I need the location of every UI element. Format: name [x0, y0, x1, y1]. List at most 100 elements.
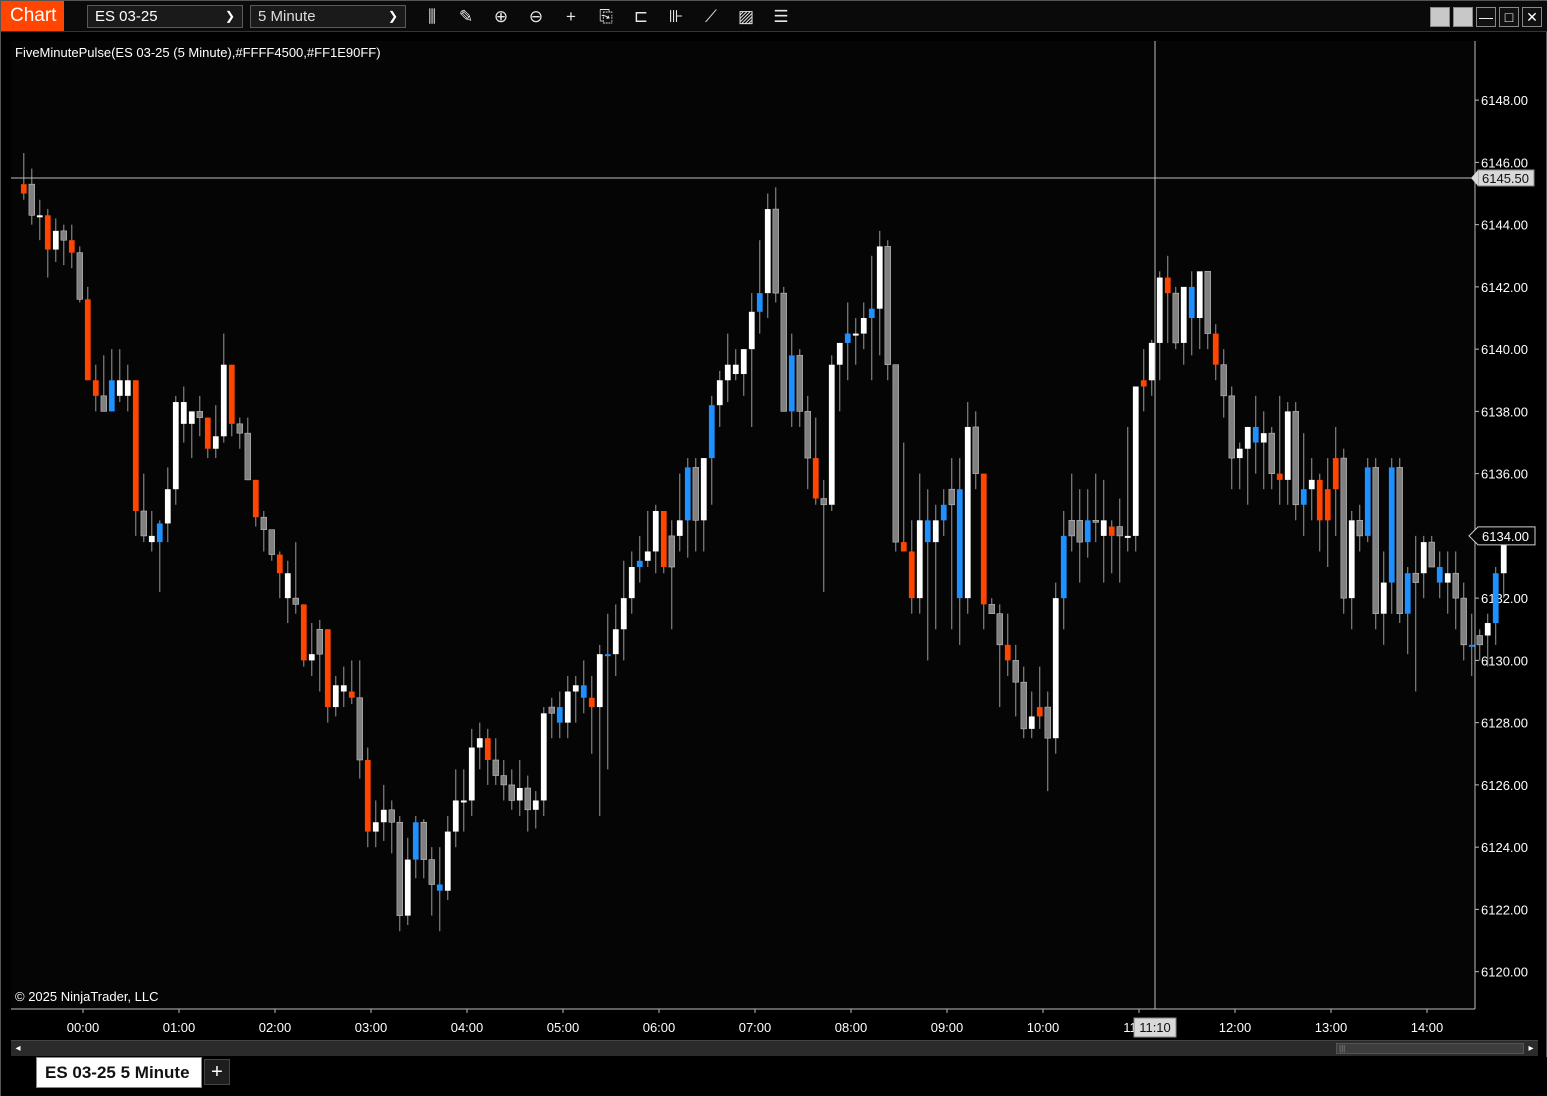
add-tab-button[interactable]: + [204, 1059, 230, 1085]
candle-body [36, 215, 43, 218]
candle-body [1348, 520, 1355, 599]
candle-body [884, 246, 891, 366]
candle-body [188, 411, 195, 424]
candle-body [1468, 644, 1475, 647]
candle-body [1132, 386, 1139, 536]
candle-body [388, 809, 395, 823]
tile-right-icon[interactable] [1453, 7, 1473, 27]
candle-body [124, 380, 131, 396]
horizontal-scrollbar[interactable]: ◂ ||| ▸ [11, 1040, 1538, 1056]
candle-body [412, 822, 419, 860]
templates-icon[interactable]: ▨ [737, 7, 755, 26]
candle-body [636, 560, 643, 568]
interval-selector[interactable]: 5 Minute ❯ [250, 5, 406, 28]
candle-body [1036, 707, 1043, 717]
tile-left-icon[interactable] [1430, 7, 1450, 27]
crosshair-icon[interactable]: + [566, 7, 576, 26]
candle-body [1492, 573, 1499, 624]
candle-body [1188, 286, 1195, 319]
candle-body [708, 405, 715, 459]
candle-body [364, 759, 371, 832]
candle-body [1436, 567, 1443, 583]
candle-body [500, 775, 507, 786]
bar-type-icon[interactable]: ⫼ [428, 7, 436, 26]
instrument-value: ES 03-25 [95, 8, 158, 25]
zoom-in-icon[interactable]: ⊕ [493, 7, 509, 26]
candle-body [348, 691, 355, 698]
candle-body [204, 417, 211, 449]
candle-body [20, 184, 27, 194]
y-tick-label: 6136.00 [1481, 467, 1528, 482]
candle-body [1444, 573, 1451, 583]
candle-body [1500, 535, 1507, 574]
candle-body [1396, 467, 1403, 615]
candle-body [916, 520, 923, 599]
candle-body [308, 654, 315, 661]
candle-body [276, 554, 283, 574]
data-box-icon[interactable]: ⎘ [599, 7, 613, 26]
candle-body [588, 697, 595, 708]
candle-body [1388, 467, 1395, 583]
candle-body [604, 654, 611, 657]
y-tick-label: 6130.00 [1481, 653, 1528, 668]
candle-body [756, 293, 763, 312]
candle-body [1148, 342, 1155, 381]
maximize-icon[interactable]: □ [1499, 7, 1519, 27]
tab-es-03-25-5-minute[interactable]: ES 03-25 5 Minute [36, 1057, 202, 1088]
candle-body [1268, 432, 1275, 474]
y-tick-label: 6124.00 [1481, 840, 1528, 855]
plot-area[interactable] [11, 41, 1475, 1009]
candle-body [820, 498, 827, 506]
y-tick-label: 6146.00 [1481, 155, 1528, 170]
candle-body [460, 800, 467, 803]
candle-body [1228, 395, 1235, 459]
x-tick-label: 00:00 [67, 1020, 100, 1035]
candle-body [548, 706, 555, 714]
candle-body [900, 542, 907, 552]
candle-body [1068, 520, 1075, 537]
x-tick-label: 03:00 [355, 1020, 388, 1035]
drawing-tool-icon[interactable]: ✎ [458, 7, 474, 26]
close-icon[interactable]: ✕ [1522, 7, 1542, 27]
scroll-left-icon[interactable]: ◂ [15, 1043, 21, 1054]
indicators-icon[interactable]: ⊪ [668, 7, 684, 26]
candle-body [956, 489, 963, 599]
candle-body [964, 426, 971, 599]
strategies-icon[interactable]: ⟋ [705, 7, 717, 26]
candle-body [380, 809, 387, 823]
candle-body [932, 520, 939, 543]
minimize-icon[interactable]: — [1476, 7, 1496, 27]
chart-properties-icon[interactable]: ⊏ [633, 7, 649, 26]
interval-value: 5 Minute [258, 8, 316, 25]
candle-body [860, 318, 867, 334]
candle-body [1364, 467, 1371, 536]
candle-body [1356, 520, 1363, 537]
instrument-selector[interactable]: ES 03-25 ❯ [87, 5, 243, 28]
candle-body [1172, 292, 1179, 344]
candle-body [628, 567, 635, 599]
candle-body [404, 859, 411, 916]
candle-body [140, 510, 147, 537]
candle-body [508, 784, 515, 801]
scrollbar-thumb[interactable]: ||| [1336, 1043, 1524, 1054]
scroll-right-icon[interactable]: ▸ [1528, 1043, 1534, 1054]
candle-body [244, 432, 251, 481]
price-chart[interactable]: 6148.00 6146.00 6144.00 6142.00 6140.00 6138.… [1, 1, 1547, 1041]
x-tick-label: 06:00 [643, 1020, 676, 1035]
candle-body [1476, 635, 1483, 646]
candle-body [156, 523, 163, 543]
candle-body [1428, 541, 1435, 568]
candle-body [236, 423, 243, 434]
candle-body [132, 380, 139, 511]
candle-body [1420, 542, 1427, 574]
candle-body [476, 738, 483, 748]
x-tick-label: 05:00 [547, 1020, 580, 1035]
zoom-out-icon[interactable]: ⊖ [528, 7, 544, 26]
x-tick-label: 13:00 [1315, 1020, 1348, 1035]
candle-body [1196, 271, 1203, 319]
candle-body [1324, 489, 1331, 521]
menu-list-icon[interactable]: ☰ [773, 7, 789, 26]
chevron-down-icon: ❯ [387, 9, 398, 23]
crosshair-time-box [1133, 1017, 1177, 1038]
